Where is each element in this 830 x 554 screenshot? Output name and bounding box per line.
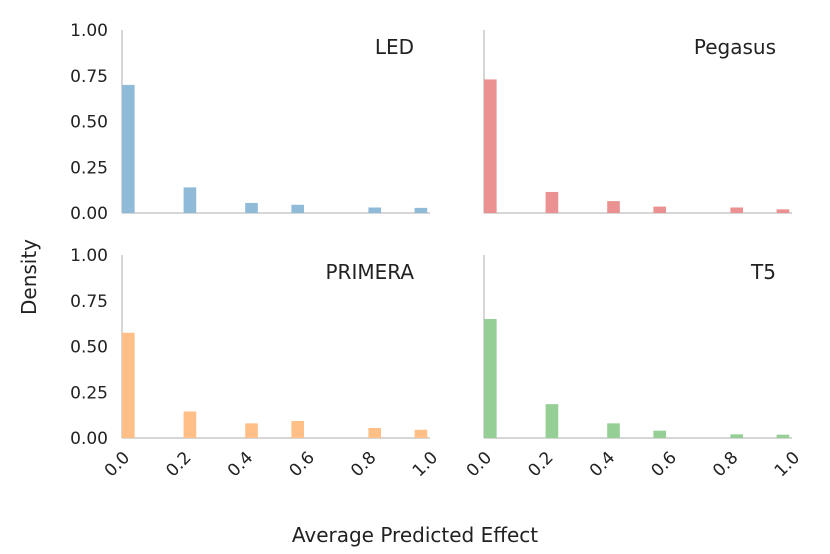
y-tick-label: 0.50: [70, 338, 108, 358]
bar: [122, 84, 135, 214]
y-tick-label: 1.00: [70, 246, 108, 266]
y-tick-label: 0.75: [70, 292, 108, 312]
x-tick-label: 0.2: [162, 448, 195, 481]
bar: [183, 411, 197, 438]
y-tick-label: 0.75: [70, 67, 108, 87]
x-tick-label: 0.2: [524, 448, 557, 481]
bar: [368, 427, 382, 438]
bar: [122, 332, 135, 438]
x-tick-label: 1.0: [771, 448, 804, 481]
bar: [776, 209, 790, 213]
bar: [484, 319, 497, 438]
y-tick-label: 0.25: [70, 158, 108, 178]
bar: [545, 404, 559, 438]
bar: [653, 430, 667, 438]
bar: [414, 429, 428, 438]
x-tick-label: 0.8: [347, 448, 380, 481]
panel-title: LED: [375, 35, 414, 59]
bar: [245, 423, 258, 438]
bar: [730, 434, 744, 438]
bar: [291, 204, 305, 213]
x-tick-label: 1.0: [409, 448, 442, 481]
x-tick-label: 0.4: [224, 448, 257, 481]
x-tick-label: 0.0: [463, 448, 496, 481]
x-tick-label: 0.8: [709, 448, 742, 481]
bar: [730, 207, 744, 213]
y-tick-label: 0.00: [70, 429, 108, 449]
bar: [183, 187, 197, 213]
x-tick-label: 0.6: [286, 448, 319, 481]
y-tick-label: 1.00: [70, 21, 108, 41]
bar: [291, 420, 305, 438]
panel-title: T5: [750, 260, 776, 284]
x-axis-label: Average Predicted Effect: [292, 523, 538, 547]
bar: [368, 207, 382, 213]
bar: [484, 79, 497, 213]
bar: [776, 434, 790, 438]
bar: [545, 191, 559, 213]
bar: [414, 207, 428, 213]
x-tick-label: 0.6: [648, 448, 681, 481]
bar: [653, 206, 667, 213]
x-tick-label: 0.0: [101, 448, 134, 481]
y-tick-label: 0.00: [70, 204, 108, 224]
x-tick-label: 0.4: [586, 448, 619, 481]
y-axis-label: Density: [17, 239, 41, 315]
y-tick-label: 0.25: [70, 383, 108, 403]
panel-title: Pegasus: [694, 35, 776, 59]
bar: [607, 423, 620, 438]
bar: [607, 201, 620, 213]
panel-title: PRIMERA: [325, 260, 414, 284]
bar: [245, 202, 258, 213]
y-tick-label: 0.50: [70, 113, 108, 133]
